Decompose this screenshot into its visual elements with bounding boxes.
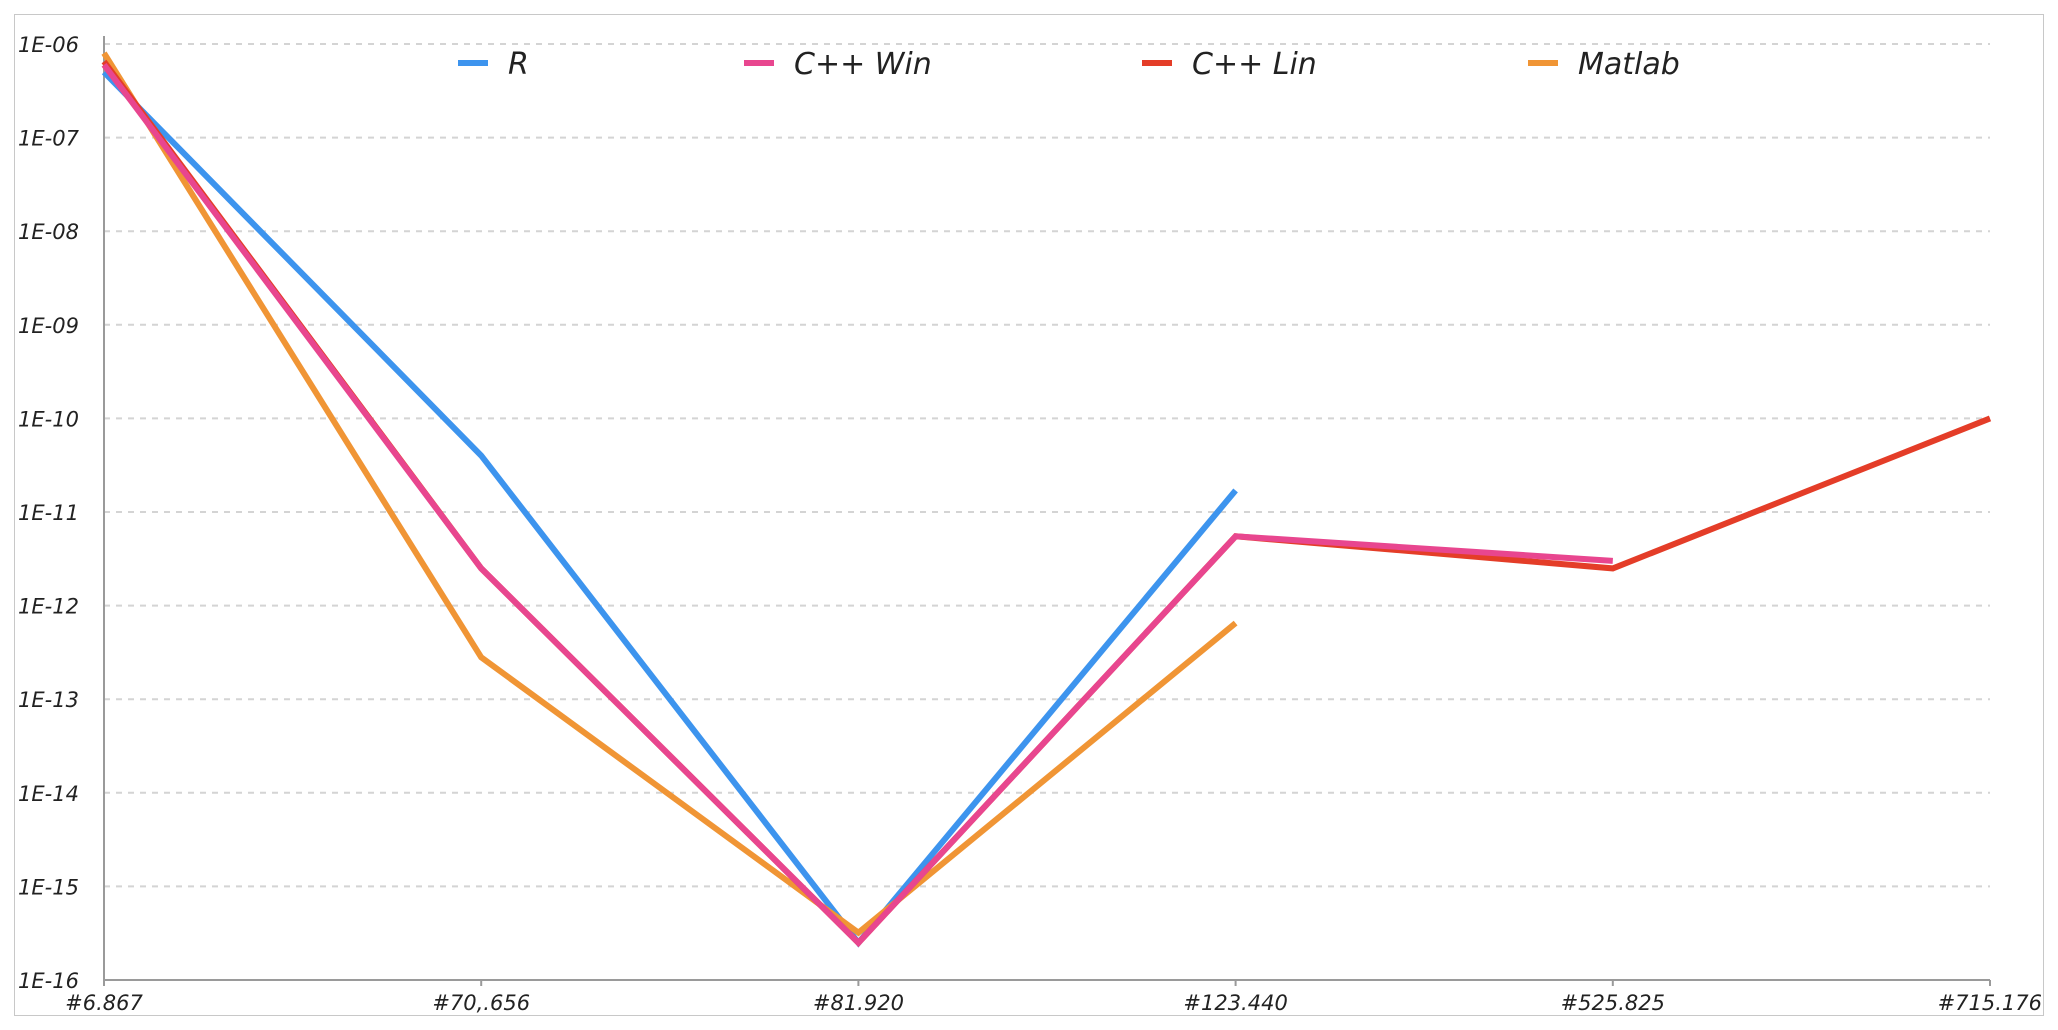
legend-item-c-win: C++ Win bbox=[744, 47, 932, 82]
x-tick-label: #81.920 bbox=[813, 991, 904, 1015]
y-tick-label: 1E-12 bbox=[18, 595, 79, 619]
axis-layer: 1E-16 1E-15 1E-14 1E-13 1E-12 1E-11 1E-10 1E-09… bbox=[18, 33, 2042, 1015]
legend: R C++ Win C++ Lin Matlab bbox=[458, 47, 1680, 82]
legend-label: C++ Lin bbox=[1192, 47, 1317, 82]
y-tick-label: 1E-16 bbox=[18, 969, 79, 993]
legend-label: C++ Win bbox=[794, 47, 932, 82]
x-tick-label: #6.867 bbox=[65, 991, 143, 1015]
y-tick-label: 1E-15 bbox=[18, 875, 79, 899]
x-tick-label: #715.176 bbox=[1938, 991, 2042, 1015]
y-tick-label: 1E-07 bbox=[18, 127, 80, 151]
x-tick-label: #123.440 bbox=[1183, 991, 1287, 1015]
y-tick-label: 1E-11 bbox=[18, 501, 79, 525]
legend-item-r: R bbox=[458, 47, 529, 82]
grid-layer bbox=[104, 43, 1990, 888]
legend-item-c-lin: C++ Lin bbox=[1142, 47, 1317, 82]
series-line-matlab bbox=[101, 51, 1238, 937]
y-tick-label: 1E-09 bbox=[18, 314, 79, 338]
chart-frame bbox=[14, 14, 2044, 1016]
series-layer bbox=[101, 51, 1992, 948]
y-tick-label: 1E-08 bbox=[18, 220, 79, 244]
series-line-r bbox=[101, 70, 1238, 948]
legend-item-matlab: Matlab bbox=[1528, 47, 1680, 82]
legend-label: Matlab bbox=[1578, 47, 1680, 82]
y-tick-label: 1E-06 bbox=[18, 33, 79, 57]
series-line-c-win bbox=[101, 63, 1613, 948]
x-tick-label: #525.825 bbox=[1561, 991, 1665, 1015]
legend-label: R bbox=[508, 47, 529, 82]
y-tick-label: 1E-10 bbox=[18, 407, 79, 431]
x-tick-label: #70,.656 bbox=[432, 991, 530, 1015]
y-tick-label: 1E-13 bbox=[18, 688, 79, 712]
y-tick-label: 1E-14 bbox=[18, 782, 79, 806]
